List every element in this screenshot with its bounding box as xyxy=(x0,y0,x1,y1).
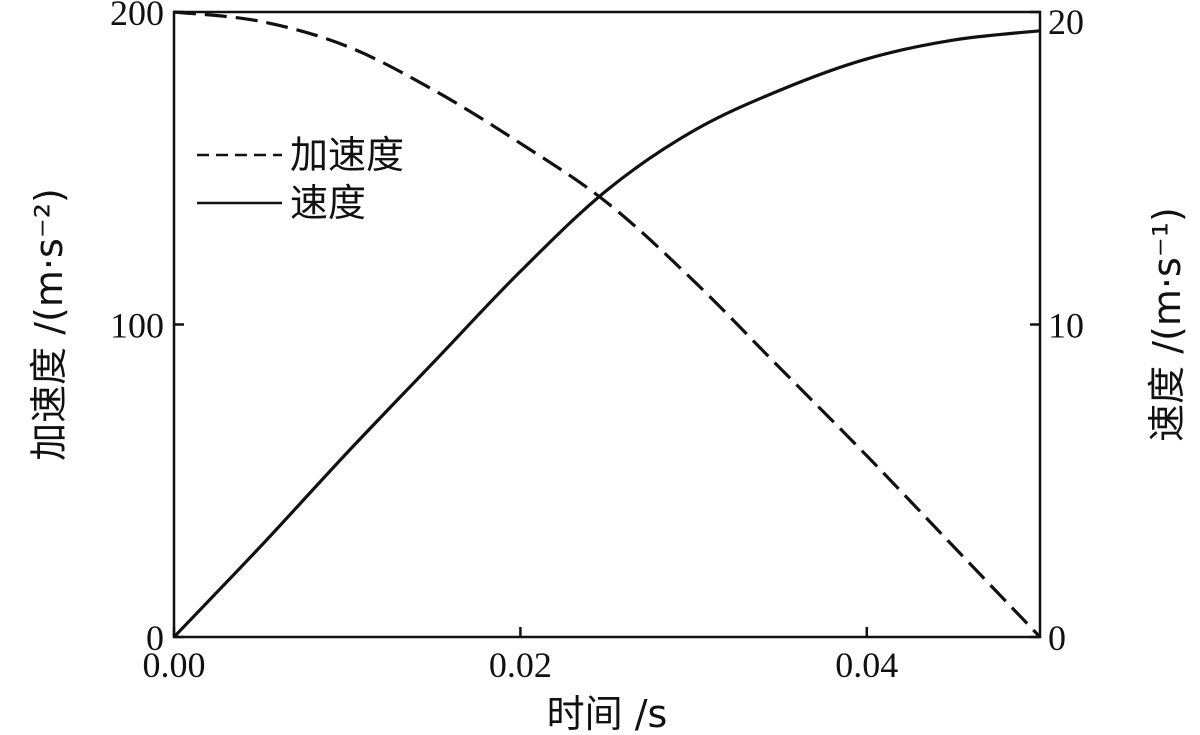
y-right-tick-label: 0 xyxy=(1048,618,1066,658)
legend-label: 加速度 xyxy=(290,133,404,177)
x-tick-label: 0.02 xyxy=(489,645,552,685)
legend-label: 速度 xyxy=(290,181,366,225)
acceleration-series-line xyxy=(173,10,1042,639)
y-left-tick-label: 0 xyxy=(146,618,164,658)
series-layer xyxy=(172,10,1042,639)
plot-frame xyxy=(172,10,1042,639)
y-axis-left-label: 加速度 /(m·s⁻²) xyxy=(27,188,71,461)
axes: 0.00 0.02 0.04 0 100 200 0 10 20 xyxy=(110,0,1084,685)
x-tick-label: 0.00 xyxy=(143,645,206,685)
y-left-tick-label: 100 xyxy=(110,306,164,346)
x-axis-label: 时间 /s xyxy=(547,692,668,735)
y-left-tick-label: 200 xyxy=(110,0,164,33)
x-tick-label: 0.04 xyxy=(835,645,898,685)
y-axis-right-label: 速度 /(m·s⁻¹) xyxy=(1145,207,1189,442)
y-right-tick-label: 10 xyxy=(1048,306,1084,346)
y-right-tick-label: 20 xyxy=(1048,2,1084,42)
velocity-series-line xyxy=(172,29,1041,639)
